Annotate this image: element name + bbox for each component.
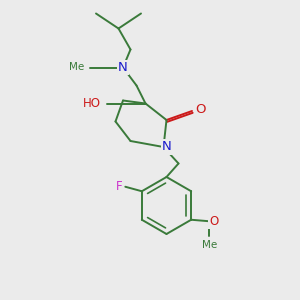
Text: Me: Me <box>202 240 217 250</box>
Text: O: O <box>195 103 206 116</box>
Text: Me: Me <box>69 62 84 73</box>
Text: N: N <box>118 61 128 74</box>
Text: HO: HO <box>82 97 100 110</box>
Text: N: N <box>162 140 172 154</box>
Text: O: O <box>209 215 218 228</box>
Text: F: F <box>116 180 123 193</box>
